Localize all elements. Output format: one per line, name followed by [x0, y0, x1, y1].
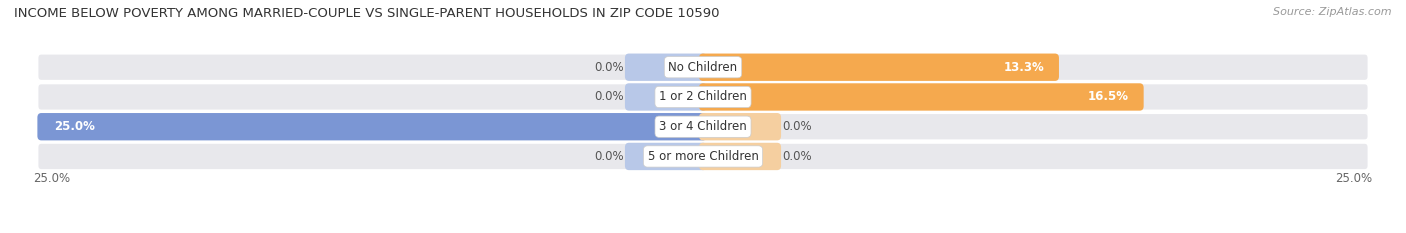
Text: No Children: No Children: [668, 61, 738, 74]
Text: 0.0%: 0.0%: [593, 90, 624, 103]
FancyBboxPatch shape: [699, 113, 782, 140]
FancyBboxPatch shape: [699, 83, 1368, 111]
Text: 0.0%: 0.0%: [782, 150, 813, 163]
FancyBboxPatch shape: [624, 83, 707, 111]
FancyBboxPatch shape: [624, 54, 707, 81]
FancyBboxPatch shape: [38, 113, 707, 140]
FancyBboxPatch shape: [38, 83, 707, 111]
Text: 25.0%: 25.0%: [55, 120, 96, 133]
FancyBboxPatch shape: [38, 143, 707, 170]
Text: INCOME BELOW POVERTY AMONG MARRIED-COUPLE VS SINGLE-PARENT HOUSEHOLDS IN ZIP COD: INCOME BELOW POVERTY AMONG MARRIED-COUPL…: [14, 7, 720, 20]
Text: 25.0%: 25.0%: [1336, 172, 1372, 185]
Text: Source: ZipAtlas.com: Source: ZipAtlas.com: [1274, 7, 1392, 17]
Text: 16.5%: 16.5%: [1088, 90, 1129, 103]
FancyBboxPatch shape: [38, 54, 707, 81]
FancyBboxPatch shape: [699, 83, 1143, 111]
FancyBboxPatch shape: [699, 143, 1368, 170]
Legend: Married Couples, Single Parents: Married Couples, Single Parents: [579, 230, 827, 233]
Text: 25.0%: 25.0%: [34, 172, 70, 185]
Text: 3 or 4 Children: 3 or 4 Children: [659, 120, 747, 133]
Text: 1 or 2 Children: 1 or 2 Children: [659, 90, 747, 103]
FancyBboxPatch shape: [699, 143, 782, 170]
FancyBboxPatch shape: [624, 143, 707, 170]
Text: 13.3%: 13.3%: [1004, 61, 1045, 74]
Text: 5 or more Children: 5 or more Children: [648, 150, 758, 163]
FancyBboxPatch shape: [38, 113, 707, 140]
FancyBboxPatch shape: [699, 113, 1368, 140]
Text: 0.0%: 0.0%: [782, 120, 813, 133]
Text: 0.0%: 0.0%: [593, 61, 624, 74]
Text: 0.0%: 0.0%: [593, 150, 624, 163]
FancyBboxPatch shape: [699, 54, 1059, 81]
FancyBboxPatch shape: [699, 54, 1368, 81]
